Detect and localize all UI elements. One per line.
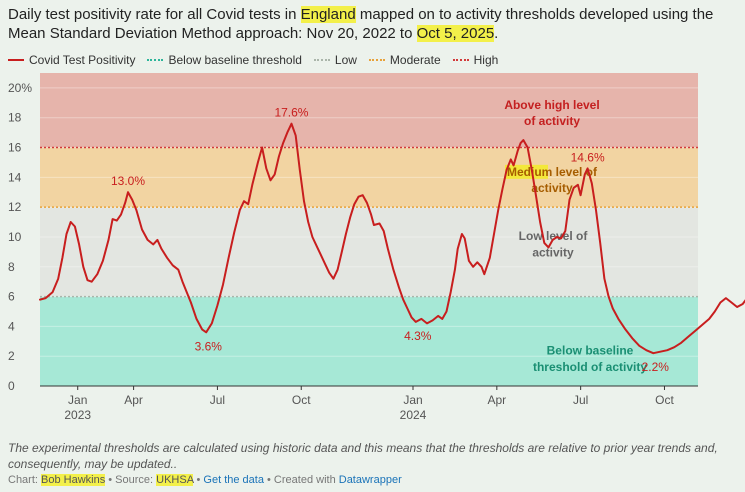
credits-chart-label: Chart: xyxy=(8,474,42,486)
y-tick-label: 4 xyxy=(8,319,15,333)
legend-item-moderate: Moderate xyxy=(368,53,441,67)
band-low xyxy=(40,207,698,297)
x-tick-label: Oct xyxy=(292,393,311,407)
title-end-date: Oct 5, 2025 xyxy=(416,25,495,42)
data-label: 4.3% xyxy=(404,329,432,343)
band-label-high: Above high level xyxy=(504,98,599,112)
band-label-low: activity xyxy=(532,245,574,259)
y-tick-label: 18 xyxy=(8,111,22,125)
x-tick-label: Oct xyxy=(655,393,674,407)
x-tick-year: 2024 xyxy=(400,408,427,422)
title-part-1: Daily test positivity rate for all Covid… xyxy=(8,6,301,23)
data-label: 14.6% xyxy=(571,150,605,164)
y-tick-label: 16 xyxy=(8,141,22,155)
band-label-moderate: activity xyxy=(531,181,573,195)
legend-label-high: High xyxy=(473,53,499,67)
label-highlight xyxy=(505,164,548,179)
title-part-3: . xyxy=(494,25,499,42)
x-tick-label: Jul xyxy=(573,393,588,407)
legend-label-positivity: Covid Test Positivity xyxy=(29,53,136,67)
x-tick-label: Jan xyxy=(403,393,422,407)
title-country: England xyxy=(300,6,356,23)
x-tick-label: Apr xyxy=(487,393,506,407)
data-label: 2.2% xyxy=(642,360,670,374)
y-tick-label: 0 xyxy=(8,379,15,393)
legend-swatch-dotted xyxy=(368,59,385,61)
datawrapper-link[interactable]: Datawrapper xyxy=(338,474,402,486)
legend-swatch-dotted xyxy=(452,59,469,61)
legend-swatch-dotted xyxy=(147,59,164,61)
band-label-high: of activity xyxy=(524,114,580,128)
footnote: The experimental thresholds are calculat… xyxy=(8,441,718,471)
data-label: 3.6% xyxy=(195,339,223,353)
band-label-below-baseline: Below baseline xyxy=(547,344,634,358)
x-tick-year: 2023 xyxy=(64,408,91,422)
band-label-below-baseline: threshold of activity xyxy=(533,360,647,374)
y-tick-label: 14 xyxy=(8,170,22,184)
chart-legend: Covid Test Positivity Below baseline thr… xyxy=(8,51,510,69)
x-tick-label: Jul xyxy=(210,393,225,407)
y-tick-label: 6 xyxy=(8,290,15,304)
legend-swatch-line xyxy=(8,59,24,61)
y-tick-label: 20% xyxy=(8,81,32,95)
get-the-data-link[interactable]: Get the data xyxy=(203,474,264,486)
legend-item-high: High xyxy=(452,53,499,67)
credits-created-with: • Created with xyxy=(263,474,339,486)
y-tick-label: 2 xyxy=(8,349,15,363)
legend-label-moderate: Moderate xyxy=(389,53,441,67)
legend-item-low: Low xyxy=(313,53,357,67)
credits-separator: • xyxy=(193,474,204,486)
band-high xyxy=(40,73,698,148)
legend-label-low: Low xyxy=(334,53,357,67)
credits-source-label: • Source: xyxy=(105,474,157,486)
legend-item-below-baseline: Below baseline threshold xyxy=(147,53,302,67)
band-below-baseline xyxy=(40,296,698,386)
credits: Chart: Bob Hawkins • Source: UKHSA • Get… xyxy=(8,474,402,486)
data-label: 13.0% xyxy=(111,174,145,188)
title-part-2: mapped on to activity thresholds develop… xyxy=(8,6,714,42)
series-line-positivity xyxy=(39,122,745,355)
y-tick-label: 8 xyxy=(8,260,15,274)
legend-item-positivity: Covid Test Positivity xyxy=(8,53,135,67)
credits-source: UKHSA xyxy=(156,474,194,486)
band-label-moderate: Medium level of xyxy=(507,165,598,179)
legend-swatch-dotted xyxy=(313,59,330,61)
data-label: 17.6% xyxy=(274,106,308,120)
y-tick-label: 10 xyxy=(8,230,22,244)
band-moderate xyxy=(40,147,698,208)
y-tick-label: 12 xyxy=(8,200,22,214)
credits-author: Bob Hawkins xyxy=(41,474,106,486)
x-tick-label: Apr xyxy=(124,393,143,407)
legend-label-below-baseline: Below baseline threshold xyxy=(168,53,302,67)
chart-title: Daily test positivity rate for all Covid… xyxy=(8,5,738,43)
band-label-low: Low level of xyxy=(519,229,589,243)
x-tick-label: Jan xyxy=(68,393,87,407)
